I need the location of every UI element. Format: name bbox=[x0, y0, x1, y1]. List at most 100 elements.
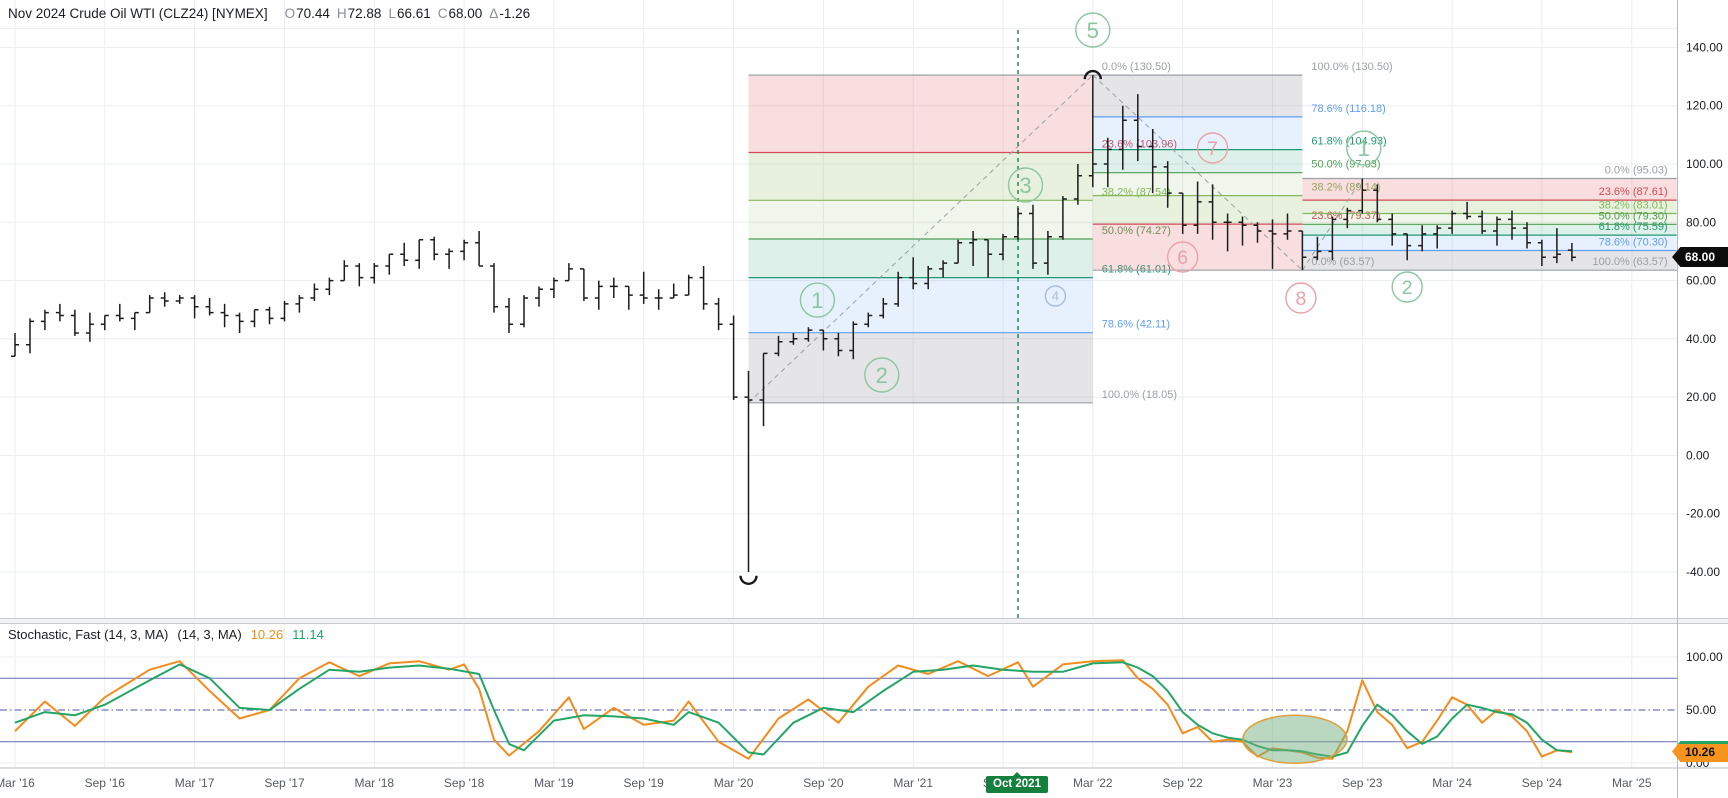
time-axis-label: Sep '20 bbox=[803, 776, 844, 790]
time-axis-label: Mar '20 bbox=[714, 776, 754, 790]
time-axis-label: Mar '21 bbox=[893, 776, 933, 790]
stoch-axis-label: 50.00 bbox=[1686, 703, 1716, 717]
fib-band bbox=[1302, 213, 1677, 225]
price-axis-label: 80.00 bbox=[1686, 215, 1716, 229]
stoch-guide-lines bbox=[0, 677, 1677, 743]
fib-band bbox=[1302, 178, 1677, 201]
fib-retracement-2022-2023[interactable]: 100.0% (130.50) 78.6% (116.18) 61.8% (104.… bbox=[1092, 61, 1393, 271]
fib-level-label: 38.2% (83.01) bbox=[1599, 200, 1668, 212]
price-axis-label: 140.00 bbox=[1686, 40, 1723, 54]
time-axis-label: Mar '18 bbox=[354, 776, 394, 790]
wave-number: 8 bbox=[1295, 288, 1306, 310]
wave-number: 2 bbox=[1402, 277, 1413, 299]
time-axis-label: Sep '17 bbox=[264, 776, 305, 790]
time-axis-label: Mar '22 bbox=[1073, 776, 1113, 790]
fib-level-label: 100.0% (18.05) bbox=[1102, 389, 1177, 401]
fib-level-label: 78.6% (116.18) bbox=[1311, 103, 1385, 115]
stoch-d-line[interactable] bbox=[14, 661, 1572, 758]
time-axis-label: Sep '23 bbox=[1342, 776, 1383, 790]
fib-retracement-2020-2022[interactable]: 0.0% (130.50)23.6% (103.96)38.2% (87.54)… bbox=[748, 61, 1178, 404]
wave-circle bbox=[1007, 167, 1044, 203]
stoch-k-line[interactable] bbox=[14, 659, 1573, 760]
time-axis-label: Sep '19 bbox=[624, 776, 665, 790]
time-axis-label: Mar '23 bbox=[1253, 776, 1293, 790]
horizontal-gridlines bbox=[0, 28, 1677, 764]
price-axis-label: 100.00 bbox=[1686, 157, 1723, 171]
fib-level-label: 23.6% (103.96) bbox=[1102, 139, 1177, 151]
time-axis-label: Sep '24 bbox=[1522, 776, 1563, 790]
wave-circle bbox=[1346, 130, 1382, 166]
stoch-value-tag: 10.26 bbox=[1672, 741, 1728, 762]
time-axis-label: Sep '16 bbox=[85, 776, 126, 790]
change-label: Δ bbox=[489, 6, 499, 21]
fib-band bbox=[1302, 200, 1677, 214]
fib-band bbox=[1092, 75, 1303, 117]
wave-circle bbox=[1044, 285, 1067, 307]
wave-number: 1 bbox=[811, 288, 823, 313]
fib-level-label: 78.6% (42.11) bbox=[1102, 319, 1170, 331]
fib-level-label: 50.0% (79.30) bbox=[1599, 210, 1668, 222]
price-axis-label: 0.00 bbox=[1686, 448, 1710, 462]
indicator-legend[interactable]: Stochastic, Fast (14, 3, MA) (14, 3, MA) 1… bbox=[8, 627, 324, 642]
fib-level-label: 61.8% (104.93) bbox=[1311, 136, 1386, 148]
price-axis-label: -20.00 bbox=[1686, 507, 1720, 521]
fib-trend-line bbox=[1092, 74, 1303, 271]
wave-number: 2 bbox=[876, 363, 888, 388]
stoch-d-value: 11.14 bbox=[292, 627, 324, 642]
indicator-params: (14, 3, MA) bbox=[177, 627, 242, 642]
fib-band bbox=[748, 200, 1093, 239]
change-value: -1.26 bbox=[499, 6, 531, 21]
fib-level-label: 100.0% (130.50) bbox=[1311, 61, 1392, 73]
event-date-badge[interactable]: Oct 2021 bbox=[986, 772, 1048, 793]
wave-number: 3 bbox=[1019, 173, 1031, 198]
oversold-highlight-ellipse[interactable] bbox=[1242, 714, 1348, 764]
price-axis-label: -40.00 bbox=[1686, 565, 1720, 579]
fib-anchor-markers[interactable] bbox=[739, 69, 1102, 585]
wave-circle bbox=[1196, 132, 1229, 164]
time-axis-labels[interactable]: Mar '16 Sep '16 Mar '17 Sep '17 Mar '18 Sep '… bbox=[0, 776, 1652, 790]
fib-band bbox=[748, 332, 1093, 403]
fib-level-label: 23.6% (87.61) bbox=[1599, 186, 1668, 198]
price-axis-labels[interactable]: 140.00 120.00 100.00 80.00 60.00 40.00 20.00 0.… bbox=[1686, 40, 1723, 579]
ohlc-bar-series[interactable] bbox=[11, 75, 1576, 572]
wave-number: 5 bbox=[1087, 18, 1099, 43]
low-value: 66.61 bbox=[396, 6, 431, 21]
anchor-arc-icon bbox=[739, 575, 758, 585]
time-axis-label: Mar '17 bbox=[175, 776, 215, 790]
wave-circle bbox=[1285, 282, 1317, 314]
chart-legend[interactable]: Nov 2024 Crude Oil WTI (CLZ24) [NYMEX] O7… bbox=[8, 6, 530, 21]
anchor-arc-icon bbox=[1083, 69, 1102, 80]
last-price-tag: 68.00 bbox=[1672, 247, 1728, 267]
wave-number: 1 bbox=[1358, 136, 1370, 161]
fib-band bbox=[1302, 235, 1677, 251]
wave-circle bbox=[1166, 241, 1199, 273]
vertical-gridlines bbox=[14, 0, 1633, 768]
high-label: H bbox=[336, 6, 347, 21]
wave-circle bbox=[864, 357, 900, 393]
open-label: O bbox=[284, 6, 296, 21]
time-axis-label: Mar '19 bbox=[534, 776, 574, 790]
fib-band bbox=[1302, 250, 1677, 271]
fib-band bbox=[748, 75, 1093, 153]
wave-circle bbox=[1075, 12, 1111, 48]
time-axis-label: Mar '24 bbox=[1432, 776, 1472, 790]
stoch-k-value: 10.26 bbox=[250, 627, 284, 642]
fib-retracement-2023[interactable]: 0.0% (95.03) 23.6% (87.61) 38.2% (83.01)50… bbox=[1301, 165, 1677, 271]
fib-trend-line bbox=[748, 74, 1094, 404]
price-axis-label: 60.00 bbox=[1686, 274, 1716, 288]
wave-number: 4 bbox=[1052, 289, 1059, 304]
fib-level-label: 50.0% (97.03) bbox=[1311, 159, 1380, 171]
low-label: L bbox=[388, 6, 396, 21]
fib-level-label: 0.0% (95.03) bbox=[1605, 165, 1668, 177]
fib-band bbox=[748, 239, 1093, 278]
price-axis-label: 20.00 bbox=[1686, 390, 1716, 404]
close-label: C bbox=[437, 6, 448, 21]
elliott-wave-labels[interactable]: 1 2 3 4 5 6 7 8 1 2 bbox=[799, 12, 1423, 393]
open-value: 70.44 bbox=[296, 6, 330, 21]
time-axis-label: Sep '18 bbox=[444, 776, 485, 790]
time-axis-label: Mar '25 bbox=[1612, 776, 1652, 790]
fib-level-label: 50.0% (74.27) bbox=[1102, 225, 1171, 237]
